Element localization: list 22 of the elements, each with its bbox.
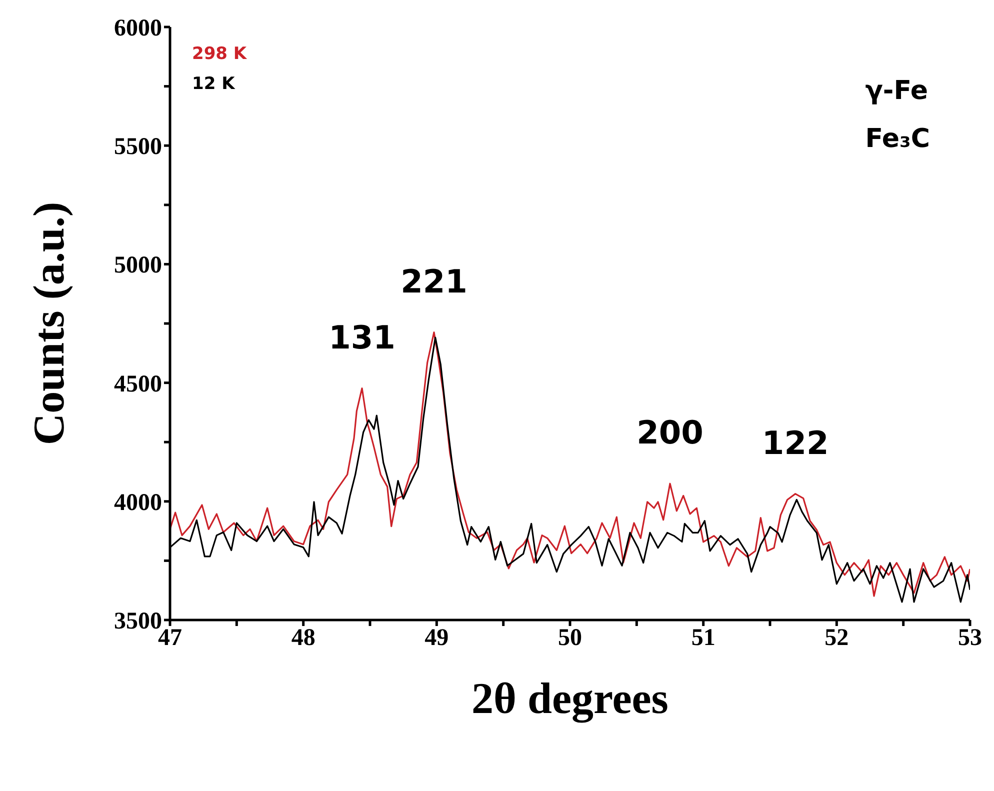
- annotation: 131: [328, 318, 396, 356]
- y-tick-label: 3500: [114, 608, 162, 635]
- x-tick-label: 51: [691, 625, 716, 652]
- x-tick-label: 50: [558, 625, 582, 652]
- annotation: 122: [762, 424, 829, 462]
- y-tick-label: 5500: [114, 134, 162, 160]
- x-tick-label: 48: [291, 625, 316, 652]
- text: 12 K: [192, 73, 236, 96]
- text: 298 K: [192, 43, 247, 66]
- y-axis-title: Counts (a.u.): [24, 202, 74, 446]
- x-tick-label: 49: [424, 625, 449, 652]
- annotation: γ-Fe: [865, 75, 930, 108]
- annotation: 221: [400, 262, 468, 300]
- x-tick-label: 53: [958, 625, 982, 652]
- x-tick-label: 52: [824, 625, 849, 652]
- annotation: 200: [636, 414, 704, 452]
- y-tick-label: 4500: [114, 371, 162, 398]
- x-axis-title: 2θ degrees: [472, 674, 668, 723]
- y-tick-label: 5000: [114, 252, 162, 279]
- y-tick-label: 4000: [114, 490, 162, 516]
- y-tick-label: 6000: [114, 16, 162, 42]
- annotation: Fe₃C: [865, 123, 930, 156]
